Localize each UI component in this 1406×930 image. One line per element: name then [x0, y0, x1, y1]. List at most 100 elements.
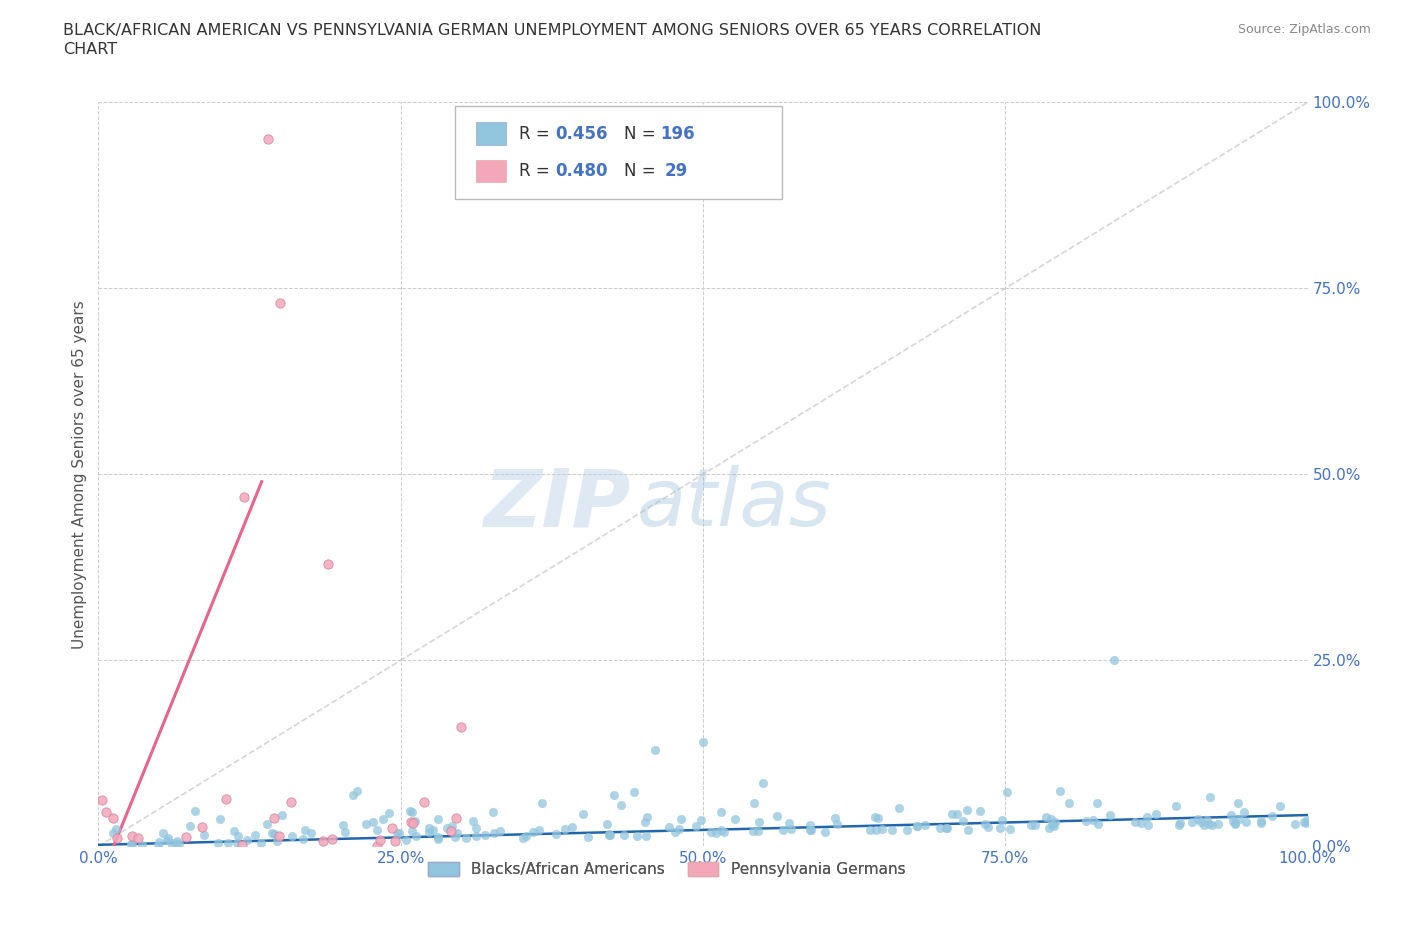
Point: [531, 795, 554, 810]
Point: [664, 824, 686, 839]
Point: [512, 830, 534, 845]
Point: [333, 825, 356, 840]
Point: [863, 810, 886, 825]
Point: [1057, 795, 1080, 810]
Point: [366, 822, 388, 837]
Point: [1250, 816, 1272, 830]
Point: [952, 814, 974, 829]
Point: [236, 833, 259, 848]
Point: [1083, 813, 1105, 828]
Point: [193, 828, 215, 843]
Point: [90, 792, 112, 807]
Point: [413, 794, 436, 809]
Point: [634, 815, 657, 830]
Text: R =: R =: [519, 125, 555, 142]
Point: [405, 829, 427, 844]
Point: [450, 720, 472, 735]
Point: [1074, 814, 1097, 829]
Point: [957, 822, 980, 837]
Point: [814, 825, 837, 840]
Point: [1099, 808, 1122, 823]
Point: [346, 784, 368, 799]
Point: [690, 812, 713, 827]
Point: [704, 825, 727, 840]
Point: [935, 821, 957, 836]
Point: [1250, 814, 1272, 829]
Point: [224, 824, 246, 839]
Point: [418, 820, 440, 835]
Point: [1136, 817, 1159, 832]
Point: [778, 816, 800, 830]
Point: [896, 822, 918, 837]
Point: [260, 826, 283, 841]
Point: [1284, 817, 1306, 831]
Point: [281, 829, 304, 844]
Point: [1144, 806, 1167, 821]
Point: [101, 826, 124, 841]
Point: [103, 811, 125, 826]
Point: [700, 825, 723, 840]
Point: [427, 830, 450, 844]
Point: [418, 825, 440, 840]
Point: [226, 829, 249, 844]
Point: [623, 785, 645, 800]
Point: [127, 830, 149, 845]
Point: [165, 835, 187, 850]
Point: [384, 833, 406, 848]
Point: [294, 823, 316, 838]
Point: [977, 819, 1000, 834]
Point: [1040, 812, 1063, 827]
Point: [825, 817, 848, 831]
Point: [1181, 815, 1204, 830]
Point: [907, 818, 929, 833]
Point: [387, 826, 409, 841]
Legend: Blacks/African Americans, Pennsylvania Germans: Blacks/African Americans, Pennsylvania G…: [422, 856, 911, 884]
Point: [444, 830, 467, 844]
Point: [998, 821, 1021, 836]
Point: [824, 811, 846, 826]
Point: [723, 812, 745, 827]
Point: [1168, 817, 1191, 832]
Point: [388, 826, 411, 841]
Point: [668, 821, 690, 836]
Point: [152, 826, 174, 841]
Point: [515, 828, 537, 843]
Text: atlas: atlas: [637, 465, 831, 543]
Point: [880, 822, 903, 837]
Point: [148, 835, 170, 850]
Point: [167, 836, 190, 851]
Point: [1198, 790, 1220, 804]
Point: [1223, 817, 1246, 831]
Point: [544, 827, 567, 842]
Point: [576, 830, 599, 844]
Point: [342, 788, 364, 803]
Point: [269, 296, 291, 311]
Point: [1035, 810, 1057, 825]
Point: [1201, 817, 1223, 832]
Point: [956, 803, 979, 817]
Point: [266, 833, 288, 848]
Point: [474, 828, 496, 843]
Point: [1226, 796, 1249, 811]
Point: [669, 811, 692, 826]
Point: [243, 828, 266, 843]
Point: [380, 820, 402, 835]
Point: [159, 835, 181, 850]
Point: [401, 815, 423, 830]
Point: [1192, 817, 1215, 832]
FancyBboxPatch shape: [475, 123, 506, 145]
Point: [225, 835, 247, 850]
Point: [1129, 816, 1152, 830]
Point: [936, 820, 959, 835]
Point: [1024, 817, 1046, 832]
Point: [231, 838, 253, 853]
Point: [402, 816, 425, 830]
Point: [267, 829, 290, 844]
Point: [1223, 816, 1246, 830]
Point: [121, 836, 143, 851]
Point: [748, 815, 770, 830]
Point: [488, 823, 510, 838]
Point: [1123, 815, 1146, 830]
Point: [1295, 816, 1317, 830]
Point: [692, 735, 714, 750]
